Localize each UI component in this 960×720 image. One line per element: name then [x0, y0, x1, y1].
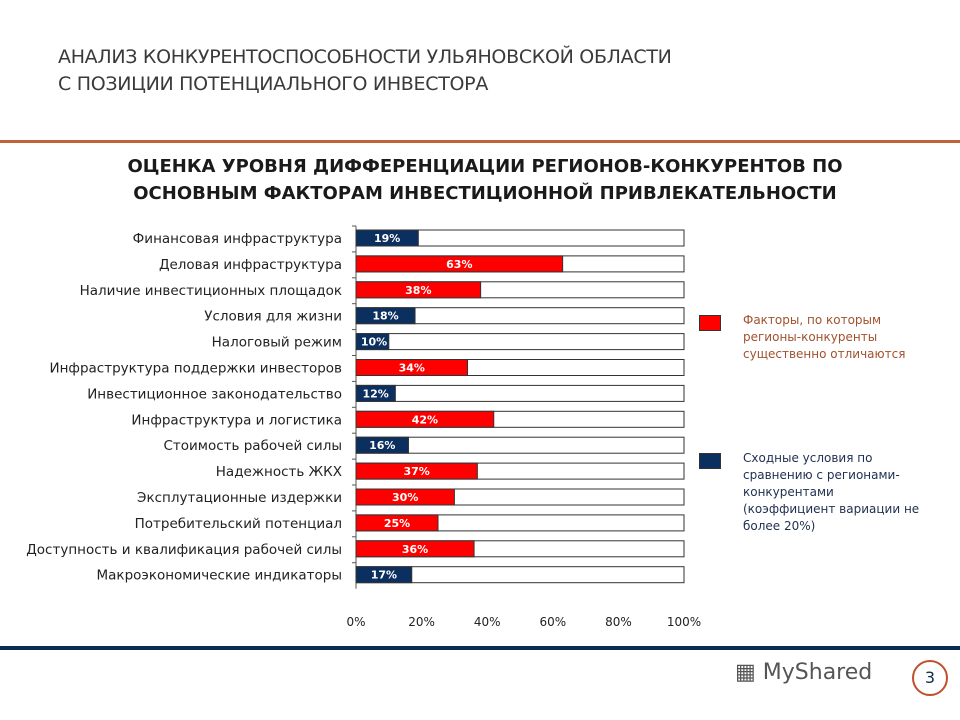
- brand-text: MyShared: [762, 660, 873, 685]
- x-tick-label: 60%: [539, 615, 566, 629]
- legend-swatch-similar: [699, 453, 721, 469]
- bar: [355, 566, 413, 584]
- presentation-icon: ▦: [735, 660, 763, 685]
- chart-title-line-1: ОЦЕНКА УРОВНЯ ДИФФЕРЕНЦИАЦИИ РЕГИОНОВ-КО…: [127, 156, 843, 177]
- category-label: Деловая инфраструктура: [159, 257, 342, 273]
- data-label: 63%: [446, 258, 472, 271]
- x-tick-label: 100%: [667, 615, 701, 629]
- legend-label-similar: Сходные условия по сравнению с регионами…: [743, 451, 920, 533]
- data-label: 42%: [412, 413, 438, 426]
- category-label: Налоговый режим: [212, 335, 342, 351]
- bar: [355, 540, 475, 558]
- chart-title: ОЦЕНКА УРОВНЯ ДИФФЕРЕНЦИАЦИИ РЕГИОНОВ-КО…: [60, 153, 910, 207]
- category-label: Инфраструктура и логистика: [131, 412, 342, 428]
- data-label: 37%: [404, 465, 430, 478]
- data-label: 34%: [399, 362, 425, 375]
- category-label: Стоимость рабочей силы: [163, 438, 342, 454]
- category-label: Потребительский потенциал: [135, 516, 342, 532]
- bar-background: [355, 333, 685, 351]
- bar-background: [355, 384, 685, 402]
- category-label: Финансовая инфраструктура: [133, 231, 342, 247]
- brand-logo: ▦ MyShared: [735, 660, 872, 685]
- category-label: Условия для жизни: [204, 309, 342, 325]
- bar: [355, 333, 390, 351]
- bar: [355, 488, 455, 506]
- slide-header: АНАЛИЗ КОНКУРЕНТОСПОСОБНОСТИ УЛЬЯНОВСКОЙ…: [58, 44, 672, 98]
- data-label: 25%: [384, 517, 410, 530]
- page-number: 3: [912, 660, 948, 696]
- bar: [355, 229, 419, 247]
- category-label: Макроэкономические индикаторы: [97, 568, 343, 584]
- x-tick-label: 80%: [605, 615, 632, 629]
- category-label: Эксплутационные издержки: [137, 490, 342, 506]
- data-label: 30%: [392, 491, 418, 504]
- header-line-2: С ПОЗИЦИИ ПОТЕНЦИАЛЬНОГО ИНВЕСТОРА: [58, 73, 489, 95]
- data-label: 19%: [374, 232, 400, 245]
- x-tick-label: 40%: [474, 615, 501, 629]
- header-line-1: АНАЛИЗ КОНКУРЕНТОСПОСОБНОСТИ УЛЬЯНОВСКОЙ…: [58, 46, 672, 68]
- data-label: 36%: [402, 543, 428, 556]
- chart-title-line-2: ОСНОВНЫМ ФАКТОРАМ ИНВЕСТИЦИОННОЙ ПРИВЛЕК…: [133, 183, 837, 204]
- data-label: 18%: [372, 310, 398, 323]
- bar: [355, 410, 495, 428]
- x-tick-label: 0%: [346, 615, 365, 629]
- x-tick-label: 20%: [408, 615, 435, 629]
- footer-divider: [0, 646, 960, 650]
- category-label: Инфраструктура поддержки инвесторов: [50, 361, 343, 377]
- category-label: Наличие инвестиционных площадок: [80, 283, 342, 299]
- data-label: 12%: [363, 387, 389, 400]
- legend-swatch-differ: [699, 315, 721, 331]
- data-label: 10%: [361, 336, 387, 349]
- header-divider: [0, 140, 960, 143]
- data-label: 38%: [405, 284, 431, 297]
- bar: [355, 384, 396, 402]
- category-label: Доступность и квалификация рабочей силы: [26, 542, 342, 558]
- bar: [355, 514, 439, 532]
- bar: [355, 436, 409, 454]
- category-label: Инвестиционное законодательство: [87, 386, 342, 402]
- bar: [355, 462, 478, 480]
- bar: [355, 255, 564, 273]
- bar: [355, 359, 469, 376]
- data-label: 17%: [371, 569, 397, 582]
- data-label: 16%: [369, 439, 395, 452]
- category-label: Надежность ЖКХ: [216, 464, 342, 480]
- bar: [355, 281, 482, 299]
- bar: [355, 307, 416, 325]
- legend-label-differ: Факторы, по которым регионы-конкуренты с…: [743, 313, 906, 361]
